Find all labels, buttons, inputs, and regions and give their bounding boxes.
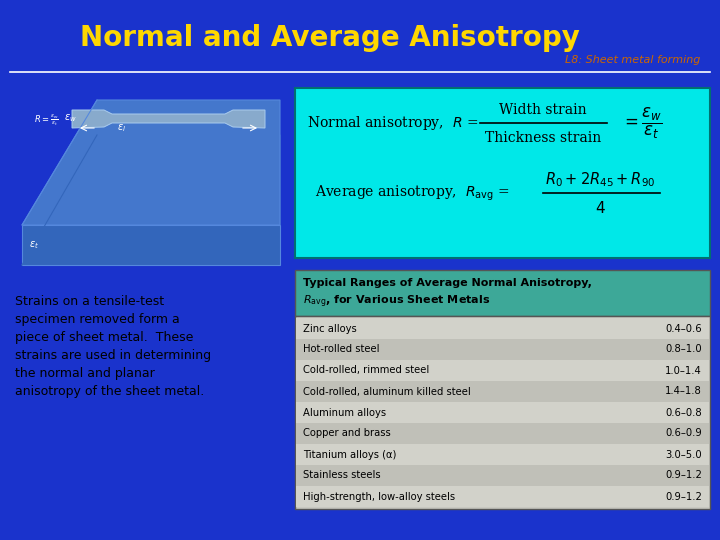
Text: 0.6–0.9: 0.6–0.9 [665, 429, 702, 438]
Text: 1.0–1.4: 1.0–1.4 [665, 366, 702, 375]
FancyBboxPatch shape [296, 486, 709, 507]
Text: Average anisotropy,  $R_\mathrm{avg}$ =: Average anisotropy, $R_\mathrm{avg}$ = [315, 184, 510, 202]
Text: Aluminum alloys: Aluminum alloys [303, 408, 386, 417]
FancyBboxPatch shape [296, 339, 709, 360]
Text: Strains on a tensile-test
specimen removed form a
piece of sheet metal.  These
s: Strains on a tensile-test specimen remov… [15, 295, 211, 398]
Text: Hot-rolled steel: Hot-rolled steel [303, 345, 379, 354]
Text: Normal anisotropy,  $R$ =: Normal anisotropy, $R$ = [307, 114, 478, 132]
FancyBboxPatch shape [295, 88, 710, 258]
FancyBboxPatch shape [296, 318, 709, 339]
FancyBboxPatch shape [296, 423, 709, 444]
Text: L8: Sheet metal forming: L8: Sheet metal forming [564, 55, 700, 65]
Polygon shape [22, 135, 280, 265]
Text: 1.4–1.8: 1.4–1.8 [665, 387, 702, 396]
Text: 0.9–1.2: 0.9–1.2 [665, 491, 702, 502]
Text: 0.8–1.0: 0.8–1.0 [665, 345, 702, 354]
Text: $R_\mathrm{avg}$, for Various Sheet Metals: $R_\mathrm{avg}$, for Various Sheet Meta… [303, 294, 490, 310]
Text: Stainless steels: Stainless steels [303, 470, 381, 481]
Polygon shape [22, 225, 280, 265]
FancyBboxPatch shape [296, 360, 709, 381]
Text: Zinc alloys: Zinc alloys [303, 323, 356, 334]
Text: $\varepsilon_w$: $\varepsilon_w$ [63, 112, 76, 124]
Text: Normal and Average Anisotropy: Normal and Average Anisotropy [80, 24, 580, 52]
Text: Thickness strain: Thickness strain [485, 131, 601, 145]
Text: $R=\frac{\varepsilon_w}{\varepsilon_t}$: $R=\frac{\varepsilon_w}{\varepsilon_t}$ [34, 112, 59, 127]
Text: Typical Ranges of Average Normal Anisotropy,: Typical Ranges of Average Normal Anisotr… [303, 278, 592, 288]
FancyBboxPatch shape [295, 270, 710, 316]
Text: $\varepsilon_l$: $\varepsilon_l$ [117, 122, 127, 134]
Text: Titanium alloys (α): Titanium alloys (α) [303, 449, 397, 460]
Text: Copper and brass: Copper and brass [303, 429, 391, 438]
Text: Width strain: Width strain [499, 103, 587, 117]
Text: Cold-rolled, rimmed steel: Cold-rolled, rimmed steel [303, 366, 429, 375]
FancyBboxPatch shape [296, 465, 709, 486]
Text: $\varepsilon_t$: $\varepsilon_t$ [29, 239, 39, 251]
FancyBboxPatch shape [296, 381, 709, 402]
Text: 3.0–5.0: 3.0–5.0 [665, 449, 702, 460]
Text: Cold-rolled, aluminum killed steel: Cold-rolled, aluminum killed steel [303, 387, 471, 396]
FancyBboxPatch shape [296, 402, 709, 423]
Polygon shape [72, 110, 265, 128]
Text: 0.6–0.8: 0.6–0.8 [665, 408, 702, 417]
Text: 0.9–1.2: 0.9–1.2 [665, 470, 702, 481]
FancyBboxPatch shape [296, 444, 709, 465]
Text: High-strength, low-alloy steels: High-strength, low-alloy steels [303, 491, 455, 502]
Polygon shape [22, 100, 280, 225]
FancyBboxPatch shape [295, 316, 710, 509]
Text: $= \dfrac{\varepsilon_w}{\varepsilon_t}$: $= \dfrac{\varepsilon_w}{\varepsilon_t}$ [621, 105, 662, 140]
Text: $R_0+2R_{45}+R_{90}$: $R_0+2R_{45}+R_{90}$ [545, 171, 655, 190]
Text: 0.4–0.6: 0.4–0.6 [665, 323, 702, 334]
Text: $4$: $4$ [595, 200, 606, 216]
